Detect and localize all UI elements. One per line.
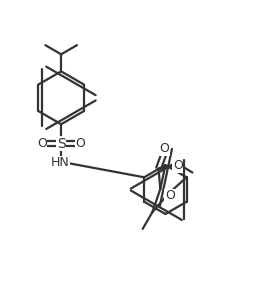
Text: O: O	[37, 137, 47, 150]
Text: S: S	[57, 136, 66, 150]
Text: O: O	[173, 159, 183, 172]
Text: O: O	[165, 189, 175, 202]
Text: HN: HN	[50, 157, 69, 169]
Text: O: O	[76, 137, 85, 150]
Text: O: O	[160, 142, 169, 155]
